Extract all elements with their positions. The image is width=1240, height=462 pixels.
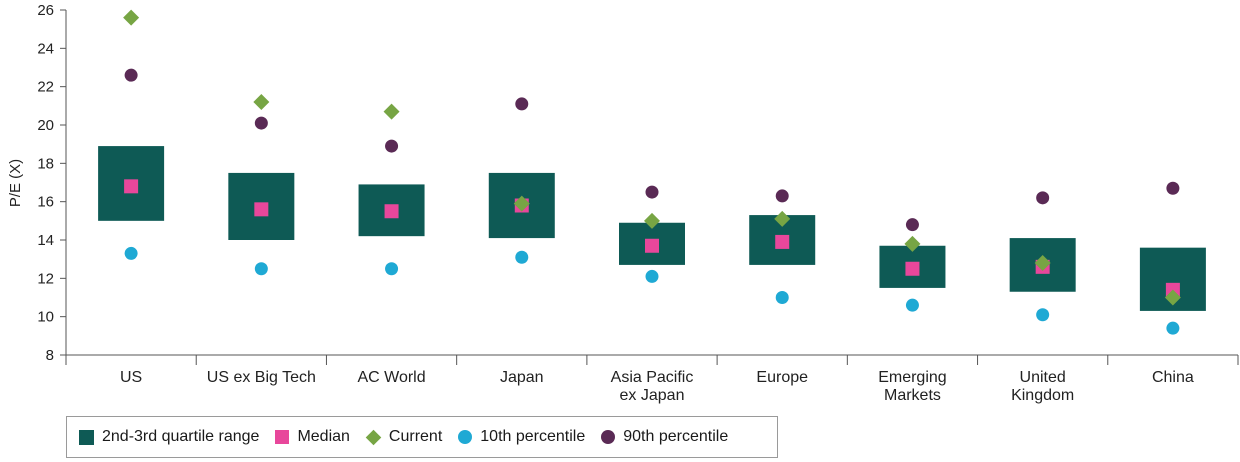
legend-item-median: Median (275, 428, 350, 446)
x-tick-label: Europe (756, 369, 808, 386)
y-tick-label: 14 (37, 232, 54, 249)
legend-label-p10: 10th percentile (480, 428, 586, 445)
legend-label-p90: 90th percentile (623, 428, 729, 445)
p90-point (124, 68, 138, 82)
chart-marks (98, 9, 1206, 335)
median-point (254, 202, 269, 217)
median-point (124, 179, 139, 194)
p90-point (775, 189, 789, 203)
current-point (904, 235, 921, 252)
p10-point (124, 246, 138, 260)
x-tick-label: Asia Pacific ex Japan (611, 369, 694, 404)
x-tick-label: US ex Big Tech (207, 369, 316, 386)
y-tick-label: 22 (37, 79, 54, 96)
x-tick-label: Japan (500, 369, 544, 386)
legend-item-p90: 90th percentile (601, 428, 728, 446)
p90-point (254, 116, 268, 130)
y-tick-label: 12 (37, 270, 54, 287)
legend-label-median: Median (297, 428, 350, 445)
p10-point (775, 291, 789, 304)
current-point (1034, 255, 1051, 271)
legend-item-p10: 10th percentile (458, 428, 585, 446)
x-tick-label: AC World (357, 369, 425, 386)
p90-point (1166, 181, 1180, 195)
p90-point (905, 218, 919, 232)
p10-point (645, 269, 659, 283)
legend: 2nd-3rd quartile range Median Current 10… (66, 416, 778, 458)
p90-point (385, 139, 399, 153)
p10-point (1166, 321, 1180, 335)
legend-swatch-p10 (458, 430, 473, 444)
y-tick-label: 24 (37, 40, 54, 57)
current-point (513, 195, 530, 212)
legend-swatch-current (365, 429, 382, 445)
y-tick-label: 26 (37, 2, 54, 19)
y-tick-label: 10 (37, 309, 54, 326)
current-point (644, 212, 660, 229)
legend-label-current: Current (388, 428, 443, 445)
current-point (253, 94, 270, 110)
x-tick-label: US (120, 369, 142, 386)
current-point (774, 210, 791, 227)
median-point (775, 234, 790, 249)
legend-item-range: 2nd-3rd quartile range (79, 428, 259, 446)
p10-point (254, 262, 268, 276)
median-point (384, 204, 399, 219)
x-tick-label: China (1152, 369, 1194, 386)
pe-chart: P/E (X) 8 10 12 14 16 18 20 22 24 26 US US ex Big T… (7, 2, 1239, 404)
x-tick-label: Emerging Markets (878, 369, 946, 404)
p10-point (1036, 308, 1050, 322)
y-axis-title: P/E (X) (7, 159, 24, 207)
legend-swatch-p90 (601, 430, 616, 444)
p10-point (905, 298, 919, 312)
legend-swatch-range (79, 429, 94, 445)
current-point (1164, 289, 1181, 306)
legend-swatch-median (275, 430, 290, 444)
legend-item-current: Current (365, 428, 443, 446)
x-tick-label: United Kingdom (1011, 369, 1074, 404)
p90-point (645, 185, 659, 199)
median-point (905, 261, 920, 276)
y-tick-label: 18 (37, 155, 54, 172)
median-point (645, 238, 659, 253)
legend-label-range: 2nd-3rd quartile range (102, 428, 260, 445)
current-point (383, 103, 400, 120)
p90-point (1036, 191, 1050, 205)
current-point (123, 9, 140, 26)
p10-point (515, 250, 529, 264)
p10-point (385, 262, 399, 276)
y-tick-label: 20 (37, 117, 54, 134)
y-tick-label: 8 (46, 347, 54, 364)
p90-point (515, 97, 529, 111)
y-tick-label: 16 (37, 194, 54, 211)
axes: 8 10 12 14 16 18 20 22 24 26 US US ex Big Tech AC Wo… (37, 2, 1239, 404)
